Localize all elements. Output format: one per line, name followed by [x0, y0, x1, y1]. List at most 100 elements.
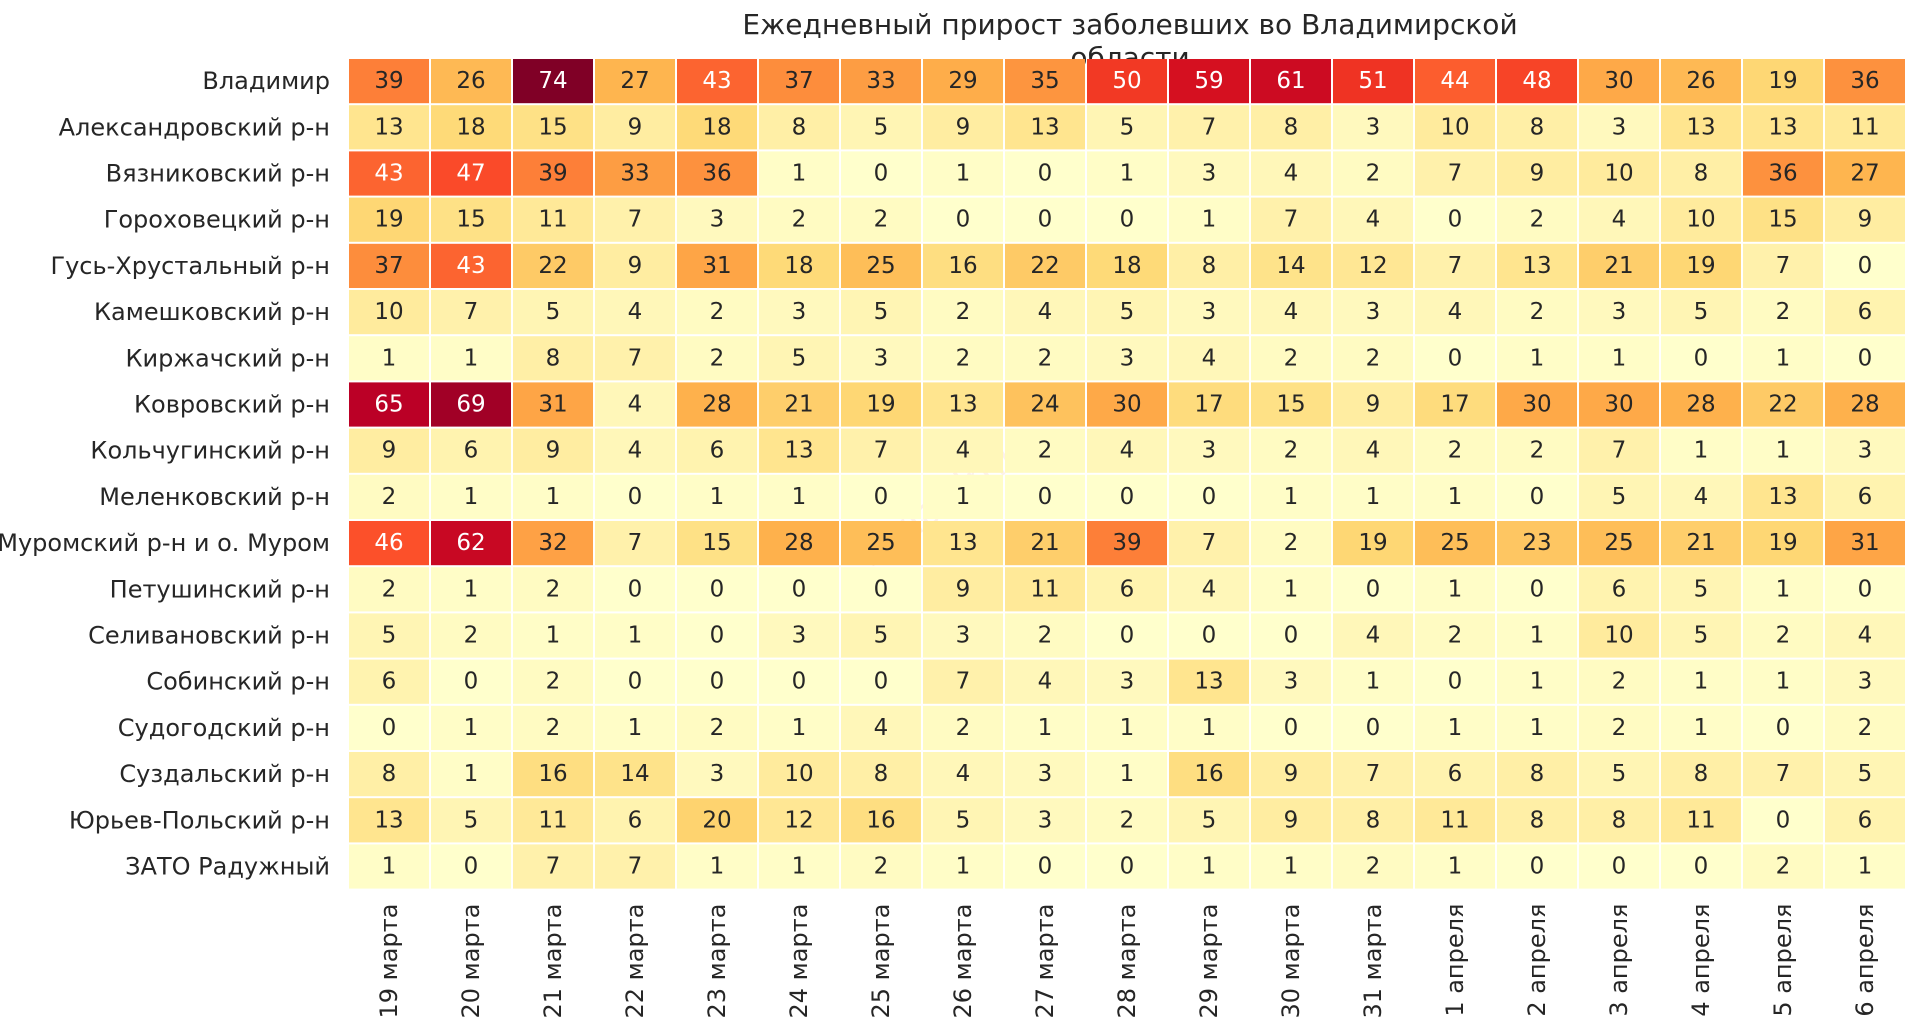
- heatmap-cell: [841, 521, 921, 566]
- cell-value-label: 4: [1120, 438, 1135, 464]
- heatmap-cell: [431, 613, 511, 658]
- cell-value-label: 2: [1366, 345, 1381, 371]
- heatmap-cell: [349, 151, 429, 196]
- heatmap-cell: [1333, 798, 1413, 843]
- heatmap-cell: [595, 105, 675, 150]
- heatmap-cell: [841, 197, 921, 242]
- cell-value-label: 6: [710, 438, 725, 464]
- heatmap-cell: [1415, 613, 1495, 658]
- cell-value-label: 4: [1448, 299, 1463, 325]
- heatmap-cell: [1087, 844, 1167, 889]
- cell-value-label: 7: [956, 669, 971, 695]
- heatmap-cell: [1251, 659, 1331, 704]
- heatmap-cell: [513, 613, 593, 658]
- heatmap-cell: [1087, 567, 1167, 612]
- heatmap-cell: [923, 151, 1003, 196]
- cell-value-label: 1: [1694, 669, 1709, 695]
- cell-value-label: 1: [792, 161, 807, 187]
- heatmap-cell: [923, 613, 1003, 658]
- heatmap-cell: [1251, 613, 1331, 658]
- cell-value-label: 17: [1194, 392, 1223, 418]
- heatmap-cell: [759, 752, 839, 797]
- cell-value-label: 5: [464, 807, 479, 833]
- heatmap-cell: [759, 844, 839, 889]
- cell-value-label: 9: [1284, 807, 1299, 833]
- cell-value-label: 5: [1694, 576, 1709, 602]
- cell-value-label: 11: [1440, 807, 1469, 833]
- heatmap-cell: [923, 474, 1003, 519]
- cell-value-label: 8: [792, 114, 807, 140]
- heatmap-cell: [1087, 705, 1167, 750]
- cell-value-label: 2: [1530, 207, 1545, 233]
- cell-value-label: 25: [866, 530, 895, 556]
- cell-value-label: 9: [956, 114, 971, 140]
- cell-value-label: 6: [464, 438, 479, 464]
- cell-value-label: 7: [1202, 530, 1217, 556]
- heatmap-cell: [923, 752, 1003, 797]
- heatmap-cell: [1087, 474, 1167, 519]
- cell-value-label: 5: [792, 345, 807, 371]
- heatmap-cell: [1579, 567, 1659, 612]
- heatmap-cell: [1497, 151, 1577, 196]
- heatmap-cell: [595, 659, 675, 704]
- cell-value-label: 3: [1612, 114, 1627, 140]
- cell-value-label: 1: [464, 345, 479, 371]
- cell-value-label: 16: [866, 807, 895, 833]
- row-label: Селивановский р-н: [88, 622, 330, 650]
- cell-value-label: 8: [1612, 807, 1627, 833]
- cell-value-label: 12: [784, 807, 813, 833]
- cell-value-label: 3: [792, 623, 807, 649]
- row-label: Кольчугинский р-н: [90, 437, 330, 465]
- heatmap-cell: [677, 59, 757, 104]
- cell-value-label: 6: [1120, 576, 1135, 602]
- heatmap-cell: [349, 567, 429, 612]
- cell-value-label: 15: [1276, 392, 1305, 418]
- heatmap-cell: [677, 567, 757, 612]
- heatmap-cell: [1579, 197, 1659, 242]
- heatmap-cell: [1333, 382, 1413, 427]
- heatmap-cell: [431, 382, 511, 427]
- column-label: 1 апреля: [1441, 904, 1469, 1017]
- cell-value-label: 19: [374, 207, 403, 233]
- heatmap-cell: [759, 336, 839, 381]
- heatmap-cell: [431, 290, 511, 335]
- column-label: 21 марта: [539, 904, 567, 1019]
- cell-value-label: 59: [1194, 68, 1223, 94]
- cell-value-label: 27: [620, 68, 649, 94]
- cell-value-label: 17: [1440, 392, 1469, 418]
- cell-value-label: 30: [1522, 392, 1551, 418]
- cell-value-label: 2: [1776, 623, 1791, 649]
- heatmap-cell: [1415, 59, 1495, 104]
- cell-value-label: 6: [1858, 299, 1873, 325]
- heatmap-cell: [1743, 567, 1823, 612]
- row-label: ЗАТО Радужный: [125, 853, 330, 881]
- heatmap-cell: [1333, 151, 1413, 196]
- heatmap-cell: [923, 844, 1003, 889]
- heatmap-cell: [1005, 382, 1085, 427]
- cell-value-label: 13: [1194, 669, 1223, 695]
- heatmap-cell: [513, 705, 593, 750]
- cell-value-label: 3: [1038, 807, 1053, 833]
- cell-value-label: 1: [546, 623, 561, 649]
- heatmap-cell: [431, 705, 511, 750]
- cell-value-label: 3: [1202, 438, 1217, 464]
- cell-value-label: 11: [538, 207, 567, 233]
- cell-value-label: 1: [546, 484, 561, 510]
- heatmap-cell: [841, 151, 921, 196]
- cell-value-label: 39: [538, 161, 567, 187]
- cell-value-label: 15: [456, 207, 485, 233]
- heatmap-cell: [1415, 705, 1495, 750]
- heatmap-cell: [1005, 752, 1085, 797]
- cell-value-label: 48: [1522, 68, 1551, 94]
- cell-value-label: 7: [1612, 438, 1627, 464]
- heatmap-cell: [841, 290, 921, 335]
- heatmap-cell: [923, 798, 1003, 843]
- cell-value-label: 30: [1604, 68, 1633, 94]
- cell-value-label: 25: [866, 253, 895, 279]
- heatmap-cell: [1005, 59, 1085, 104]
- heatmap-cell: [1661, 844, 1741, 889]
- cell-value-label: 13: [784, 438, 813, 464]
- heatmap-cell: [1087, 659, 1167, 704]
- heatmap-cell: [923, 382, 1003, 427]
- heatmap-cell: [1497, 336, 1577, 381]
